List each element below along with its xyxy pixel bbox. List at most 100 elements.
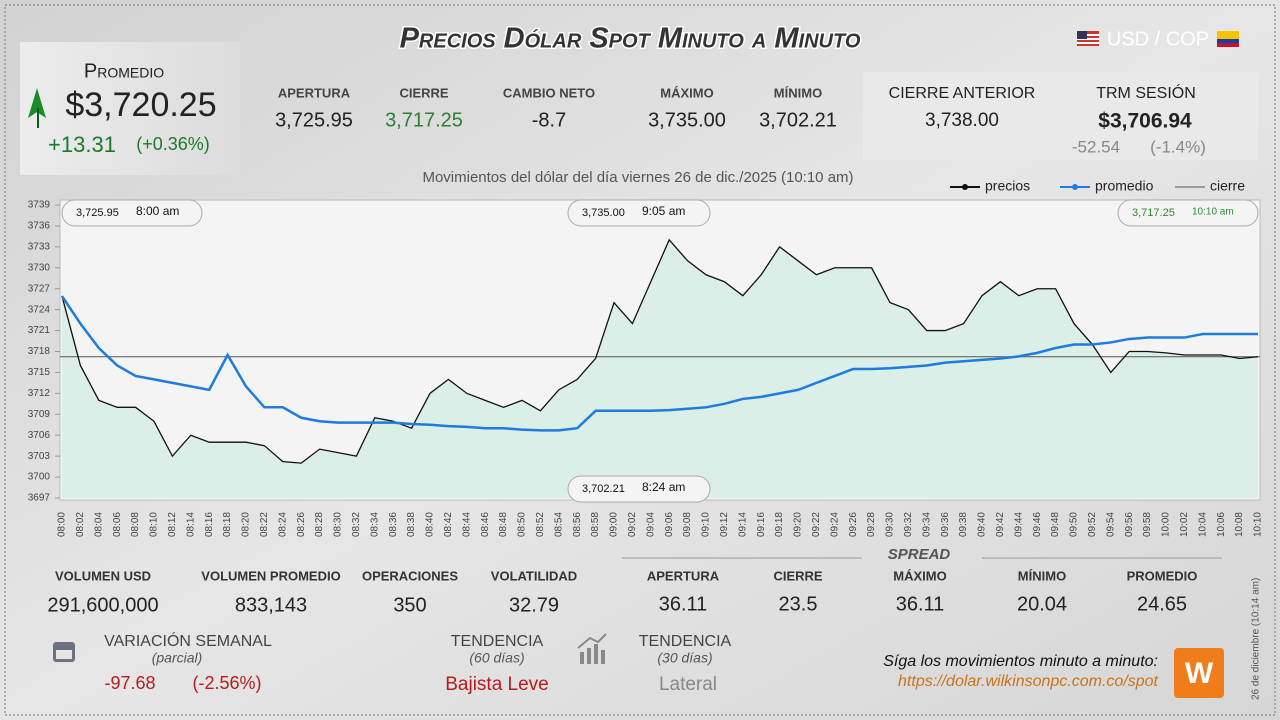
annotation-box	[61, 199, 203, 227]
x-tick-label: 08:36	[388, 512, 399, 537]
annotation-time: 8:00 am	[136, 204, 179, 218]
x-tick-label: 08:56	[572, 512, 583, 537]
stat-value: 3,717.25	[385, 109, 463, 131]
weekly-value: -97.68	[104, 673, 155, 693]
promedio-value: $3,720.25	[65, 86, 216, 124]
trend30-sublabel: (30 días)	[657, 650, 712, 666]
promedio-change: +13.31	[48, 132, 116, 157]
spread-label: APERTURA	[647, 568, 720, 583]
previous-label: CIERRE ANTERIOR	[889, 85, 1036, 102]
y-tick-label: 3712	[28, 388, 51, 399]
x-tick-label: 08:52	[535, 512, 546, 537]
x-tick-label: 08:34	[369, 512, 380, 537]
spread-value: 20.04	[1017, 593, 1067, 615]
x-tick-label: 08:50	[517, 512, 528, 537]
trend60-value: Bajista Leve	[445, 674, 549, 695]
y-tick-label: 3739	[28, 200, 51, 211]
x-tick-label: 08:58	[590, 512, 601, 537]
x-tick-label: 09:58	[1142, 512, 1153, 537]
annotation-box	[567, 475, 711, 503]
volume-value: 350	[393, 594, 426, 616]
trm-change-pct: (-1.4%)	[1150, 137, 1206, 156]
x-tick-label: 09:40	[977, 512, 988, 537]
x-tick-label: 08:04	[93, 512, 104, 537]
y-tick-label: 3733	[28, 241, 51, 252]
series-line	[61, 238, 1259, 464]
trm-label: TRM SESIÓN	[1096, 83, 1196, 102]
x-tick-label: 08:20	[241, 512, 252, 537]
calendar-icon	[53, 642, 75, 662]
annotation-value: 3,735.00	[582, 207, 625, 219]
x-tick-label: 09:30	[885, 512, 896, 537]
y-tick-label: 3736	[28, 221, 51, 232]
stat-label: CAMBIO NETO	[503, 85, 595, 100]
chart-subtitle: Movimientos del dólar del día viernes 26…	[422, 169, 853, 186]
x-tick-label: 09:38	[958, 512, 969, 537]
legend-dot	[1072, 184, 1078, 190]
x-tick-label: 08:32	[351, 512, 362, 537]
x-tick-label: 09:42	[995, 512, 1006, 537]
y-tick-label: 3700	[28, 472, 51, 483]
x-tick-label: 09:52	[1087, 512, 1098, 537]
follow-text: Síga los movimientos minuto a minuto:	[883, 653, 1158, 670]
co-flag	[1217, 31, 1239, 47]
x-tick-label: 09:48	[1050, 512, 1061, 537]
volume-label: VOLUMEN USD	[55, 568, 151, 583]
annotation-box	[567, 199, 711, 227]
up-arrow	[28, 88, 46, 118]
x-tick-label: 08:06	[112, 512, 123, 537]
x-tick-label: 08:14	[185, 512, 196, 537]
y-tick-label: 3697	[28, 493, 51, 504]
legend-label: precios	[985, 178, 1030, 194]
y-tick-label: 3727	[28, 283, 51, 294]
legend-label: promedio	[1095, 178, 1154, 194]
y-tick-label: 3718	[28, 346, 51, 357]
x-tick-label: 09:26	[848, 512, 859, 537]
x-tick-label: 09:28	[866, 512, 877, 537]
stat-value: 3,725.95	[275, 109, 353, 131]
logo: W	[1174, 648, 1224, 698]
y-tick-label: 3706	[28, 430, 51, 441]
x-tick-label: 09:00	[609, 512, 620, 537]
stat-label: CIERRE	[399, 85, 448, 100]
x-tick-label: 08:46	[480, 512, 491, 537]
x-tick-label: 09:08	[682, 512, 693, 537]
arrow-stem	[37, 108, 39, 128]
previous-panel	[863, 72, 1258, 160]
annotation-box	[1117, 199, 1259, 227]
volume-value: 833,143	[235, 594, 307, 616]
promedio-panel	[20, 42, 240, 175]
stat-value: -8.7	[532, 109, 566, 131]
spread-value: 36.11	[659, 593, 708, 615]
price-area	[62, 239, 1258, 498]
weekly-sublabel: (parcial)	[152, 650, 203, 666]
site-url[interactable]: https://dolar.wilkinsonpc.com.co/spot	[898, 673, 1159, 690]
x-tick-label: 08:00	[57, 512, 68, 537]
x-tick-label: 09:24	[829, 512, 840, 537]
x-tick-label: 08:16	[204, 512, 215, 537]
x-tick-label: 09:56	[1124, 512, 1135, 537]
x-tick-label: 09:12	[719, 512, 730, 537]
trend60-sublabel: (60 días)	[469, 650, 524, 666]
x-tick-label: 08:12	[167, 512, 178, 537]
stat-value: 3,702.21	[759, 109, 837, 131]
promedio-label: Promedio	[84, 60, 164, 82]
y-tick-label: 3721	[28, 325, 51, 336]
stat-value: 3,735.00	[648, 109, 726, 131]
currency-pair: USD / COP	[1107, 28, 1209, 50]
x-tick-label: 08:28	[314, 512, 325, 537]
series-line	[60, 295, 1258, 432]
stat-label: APERTURA	[278, 85, 351, 100]
x-tick-label: 09:14	[737, 512, 748, 537]
trend30-value: Lateral	[659, 674, 717, 695]
frame	[4, 4, 1276, 716]
x-tick-label: 10:02	[1179, 512, 1190, 537]
x-tick-label: 09:02	[627, 512, 638, 537]
x-tick-label: 08:30	[333, 512, 344, 537]
timestamp-note: 26 de diciembre (10:14 am)	[1251, 578, 1262, 700]
page-title: Precios Dólar Spot Minuto a Minuto	[400, 23, 861, 55]
x-tick-label: 08:02	[75, 512, 86, 537]
x-tick-label: 10:04	[1197, 512, 1208, 537]
x-tick-label: 08:54	[553, 512, 564, 537]
x-tick-label: 09:18	[774, 512, 785, 537]
